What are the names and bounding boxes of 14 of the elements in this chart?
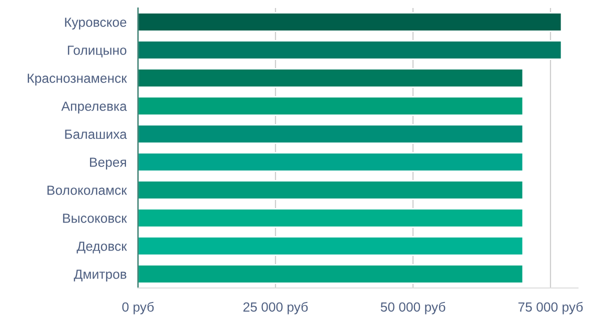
x-tick-label: 0 руб [122,302,154,314]
x-tick-label: 75 000 руб [518,302,583,314]
x-tick-label: 25 000 руб [243,302,308,314]
y-tick-label: Апрелевка [61,102,127,114]
y-tick-label: Волоколамск [48,186,127,195]
y-tick-label: Высоковск [63,214,127,223]
y-tick-label: Балашиха [65,130,127,139]
y-tick-label: Дедовск [76,242,127,254]
x-tick-label: 50 000 руб [380,302,446,314]
y-tick-label: Верея [90,158,126,170]
y-tick-label: Дмитров [74,270,126,282]
y-tick-label: Краснознаменск [28,74,127,86]
y-tick-label: Куровское [65,18,126,30]
y-tick-label: Голицыно [68,46,126,58]
